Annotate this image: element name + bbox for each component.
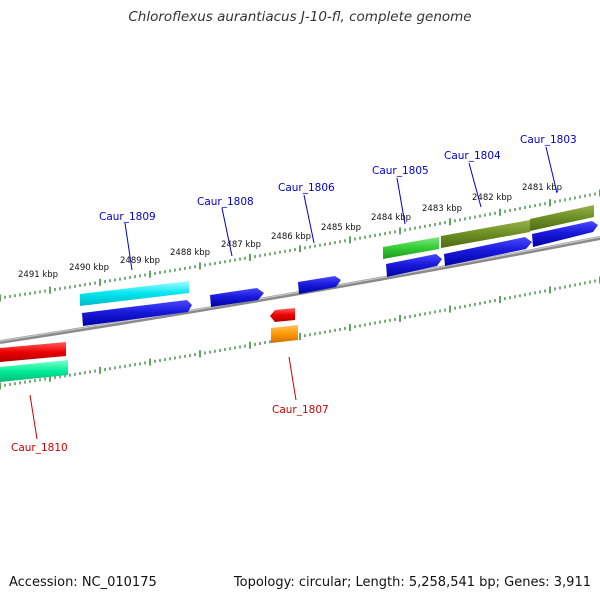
leader-caur-1807: [288, 356, 297, 401]
gene-label-caur-1809[interactable]: Caur_1809: [99, 211, 156, 223]
cds-arrow-caur-1807[interactable]: [270, 308, 295, 322]
feature-teal[interactable]: [0, 360, 68, 382]
scale-label-2482: 2482 kbp: [472, 193, 512, 203]
gene-label-caur-1808[interactable]: Caur_1808: [197, 196, 254, 208]
feature-cyan[interactable]: [80, 281, 189, 306]
feature-olive-left[interactable]: [441, 220, 530, 248]
scale-label-2484: 2484 kbp: [371, 213, 411, 223]
leader-caur-1803: [545, 146, 558, 194]
scale-label-2486: 2486 kbp: [271, 232, 311, 242]
scale-label-2490: 2490 kbp: [69, 263, 109, 273]
leader-caur-1804: [468, 162, 482, 208]
scale-label-2491: 2491 kbp: [18, 270, 58, 280]
cds-arrow-caur-1804[interactable]: [444, 237, 532, 266]
cds-arrow-caur-1810[interactable]: [0, 342, 66, 362]
gene-label-caur-1807[interactable]: Caur_1807: [272, 404, 329, 416]
cds-arrow-caur-1803[interactable]: [532, 221, 598, 247]
leader-caur-1809: [124, 222, 133, 271]
gene-label-caur-1804[interactable]: Caur_1804: [444, 150, 501, 162]
scale-labels: 2491 kbp 2490 kbp 2489 kbp 2488 kbp 2487…: [18, 183, 562, 280]
scale-label-2488: 2488 kbp: [170, 248, 210, 258]
cds-arrow-caur-1808[interactable]: [210, 288, 264, 307]
scale-label-2487: 2487 kbp: [221, 240, 261, 250]
feature-orange[interactable]: [271, 325, 298, 343]
gene-labels: Caur_1803 Caur_1804 Caur_1805 Caur_1806 …: [11, 134, 577, 454]
cds-arrow-caur-1806[interactable]: [298, 276, 341, 294]
cds-arrow-caur-1809[interactable]: [82, 300, 192, 326]
scale-label-2481: 2481 kbp: [522, 183, 562, 193]
feature-green[interactable]: [383, 237, 439, 259]
leader-caur-1810: [29, 394, 38, 440]
gene-label-caur-1803[interactable]: Caur_1803: [520, 134, 577, 146]
label-leaders: [29, 146, 558, 440]
upper-tick-track: [0, 189, 600, 302]
accession-text: Accession: NC_010175: [9, 575, 157, 590]
gene-label-caur-1810[interactable]: Caur_1810: [11, 442, 68, 454]
feature-olive-right[interactable]: [530, 205, 594, 231]
feature-ring-outer: [80, 205, 594, 306]
gene-label-caur-1806[interactable]: Caur_1806: [278, 182, 335, 194]
forward-cds-track: [82, 221, 598, 326]
genome-summary-text: Topology: circular; Length: 5,258,541 bp…: [233, 575, 591, 590]
scale-label-2489: 2489 kbp: [120, 256, 160, 266]
leader-caur-1805: [396, 177, 406, 225]
reverse-cds-track: [0, 308, 298, 382]
leader-caur-1806: [303, 194, 315, 244]
scale-label-2485: 2485 kbp: [321, 223, 361, 233]
leader-caur-1808: [221, 207, 233, 257]
map-title: Chloroflexus aurantiacus J-10-fl, comple…: [128, 9, 472, 25]
cds-arrow-caur-1805[interactable]: [386, 254, 442, 277]
gene-label-caur-1805[interactable]: Caur_1805: [372, 165, 429, 177]
scale-label-2483: 2483 kbp: [422, 204, 462, 214]
